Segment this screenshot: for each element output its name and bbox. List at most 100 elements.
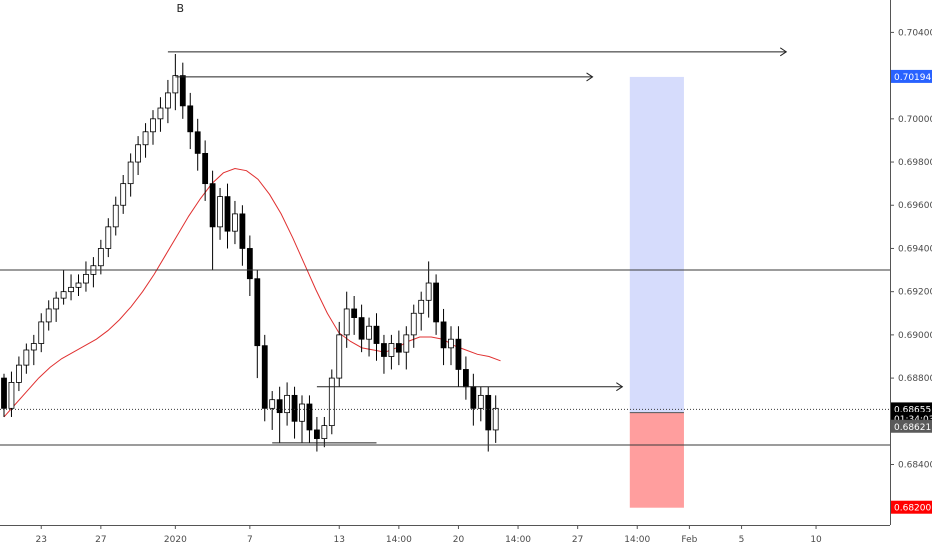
candle-29 xyxy=(217,187,223,240)
price-label-4: 0.68200 xyxy=(894,504,931,514)
candle-62 xyxy=(462,356,469,400)
x-tick-label-7: 14:00 xyxy=(505,535,531,545)
candle-body-down xyxy=(261,345,268,409)
x-tick-label-8: 27 xyxy=(572,535,583,545)
candle-body-up xyxy=(97,248,104,267)
candle-2 xyxy=(15,356,22,392)
candle-body-down xyxy=(373,325,380,344)
candle-50 xyxy=(373,313,380,361)
candle-body-down xyxy=(254,278,261,347)
candle-body-down xyxy=(276,399,283,414)
candle-body-up xyxy=(217,196,223,228)
price-label-box-3 xyxy=(891,419,932,433)
candle-44 xyxy=(328,369,335,435)
candle-18 xyxy=(135,136,142,175)
candle-body-up xyxy=(45,308,52,323)
candle-body-down xyxy=(462,369,469,388)
candle-body-up xyxy=(83,273,89,284)
candle-11 xyxy=(83,261,89,292)
candle-32 xyxy=(239,205,246,266)
y-tick-label-0: 0.70400 xyxy=(898,28,932,38)
price-label-3: 0.68621 xyxy=(894,423,931,433)
price-label-0: 0.70194 xyxy=(894,73,931,83)
candle-body-up xyxy=(269,399,276,409)
candle-0 xyxy=(1,373,7,417)
ray-arrow-1 xyxy=(586,72,594,82)
candle-39 xyxy=(291,386,298,439)
candle-body-up xyxy=(403,334,410,353)
candle-19 xyxy=(142,123,149,158)
candle-16 xyxy=(120,175,127,214)
candle-body-down xyxy=(485,394,492,431)
candle-body-down xyxy=(358,317,365,340)
candle-4 xyxy=(30,334,37,366)
candle-body-up xyxy=(418,299,425,314)
y-tick-label-1: 0.70000 xyxy=(898,115,932,125)
ray-arrow-2 xyxy=(616,382,624,392)
candle-body-up xyxy=(157,107,164,120)
candle-body-down xyxy=(306,403,313,431)
candle-body-up xyxy=(492,407,499,431)
x-tick-label-3: 7 xyxy=(247,535,253,545)
candle-body-up xyxy=(8,382,15,409)
candle-45 xyxy=(336,321,343,387)
moving-average-layer xyxy=(3,168,501,418)
candle-body-down xyxy=(224,196,231,232)
y-tick-label-4: 0.69400 xyxy=(898,244,932,254)
candles-layer xyxy=(1,54,499,452)
candle-48 xyxy=(358,304,365,353)
candle-body-up xyxy=(477,394,484,409)
candle-body-up xyxy=(30,343,37,351)
candle-60 xyxy=(448,326,454,366)
pattern-label-b: B xyxy=(177,2,185,15)
x-tick-label-2: 2020 xyxy=(164,535,187,545)
candle-body-up xyxy=(388,343,395,357)
candle-13 xyxy=(97,239,104,275)
position-profit-zone xyxy=(629,76,684,413)
candle-body-up xyxy=(142,131,149,146)
candle-38 xyxy=(284,382,291,426)
long-position-tool[interactable] xyxy=(629,76,684,508)
candle-30 xyxy=(224,183,231,249)
candle-49 xyxy=(366,317,372,357)
x-tick-label-1: 27 xyxy=(95,535,106,545)
candle-body-up xyxy=(284,394,291,414)
drawings-layer[interactable] xyxy=(0,47,890,446)
candle-body-down xyxy=(291,394,298,422)
candle-64 xyxy=(477,386,484,422)
candle-56 xyxy=(418,291,425,331)
candle-6 xyxy=(45,300,52,331)
candle-40 xyxy=(299,395,305,443)
candle-body-down xyxy=(179,75,186,107)
x-tick-label-11: 5 xyxy=(739,535,745,545)
candle-65 xyxy=(485,386,492,452)
candle-body-down xyxy=(209,183,216,228)
ray-arrow-0 xyxy=(779,47,788,57)
y-tick-label-8: 0.68400 xyxy=(898,461,932,471)
candle-41 xyxy=(306,395,313,443)
candle-42 xyxy=(313,416,320,452)
candle-63 xyxy=(470,373,477,426)
candle-47 xyxy=(351,295,358,335)
candle-31 xyxy=(232,200,238,245)
candle-51 xyxy=(381,334,387,374)
candle-body-up xyxy=(232,213,238,232)
price-axis-bg xyxy=(890,0,932,550)
candle-body-up xyxy=(328,377,335,427)
candle-21 xyxy=(157,97,164,132)
x-tick-label-9: 14:00 xyxy=(624,535,650,545)
y-tick-label-3: 0.69600 xyxy=(898,201,932,211)
candle-body-up xyxy=(60,291,67,299)
candle-body-down xyxy=(433,282,440,323)
x-tick-label-6: 20 xyxy=(453,535,465,545)
candle-1 xyxy=(8,371,15,417)
candle-53 xyxy=(395,330,402,366)
candle-body-up xyxy=(75,282,82,288)
candle-36 xyxy=(269,391,276,430)
candle-body-down xyxy=(1,377,7,409)
y-tick-label-6: 0.69000 xyxy=(898,331,932,341)
candle-body-down xyxy=(202,152,209,185)
candle-24 xyxy=(179,62,186,119)
candle-body-up xyxy=(299,403,305,422)
